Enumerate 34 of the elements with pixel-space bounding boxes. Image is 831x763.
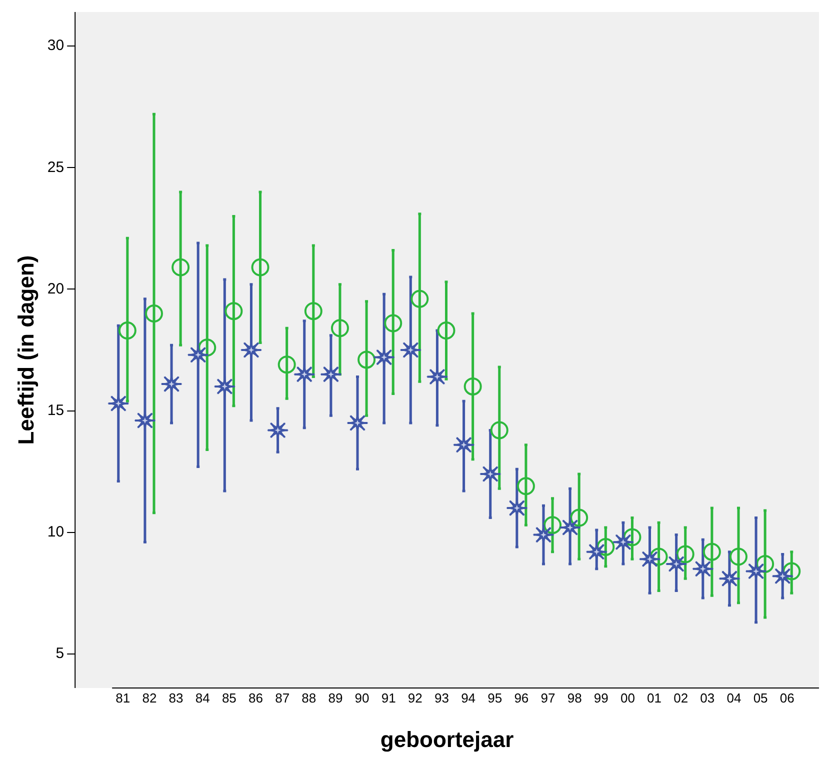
x-tick-label: 85 — [222, 690, 236, 706]
x-tick-label: 90 — [354, 690, 370, 706]
x-tick-label: 99 — [594, 690, 608, 706]
x-tick-label: 84 — [195, 690, 210, 706]
x-tick-label: 91 — [381, 690, 396, 706]
x-tick-label: 98 — [567, 690, 582, 706]
x-tick-label: 95 — [488, 690, 502, 706]
y-tick-label: 25 — [47, 158, 64, 176]
x-tick-label: 03 — [700, 690, 715, 706]
y-axis-title: Leeftijd (in dagen) — [13, 255, 38, 445]
y-tick-label: 30 — [47, 37, 64, 54]
x-tick-label: 93 — [434, 690, 449, 706]
x-tick-label: 92 — [408, 690, 422, 706]
y-tick-label: 5 — [56, 645, 64, 662]
x-tick-label: 87 — [275, 690, 290, 706]
x-tick-label: 88 — [302, 690, 316, 706]
x-tick-label: 83 — [168, 690, 184, 706]
x-tick-label: 01 — [647, 690, 662, 706]
x-tick-label: 96 — [514, 690, 529, 706]
x-tick-label: 94 — [461, 690, 476, 706]
x-tick-label: 97 — [540, 690, 556, 706]
x-tick-label: 81 — [116, 690, 130, 706]
y-tick-label: 10 — [47, 524, 64, 541]
x-tick-label: 05 — [753, 690, 768, 706]
x-tick-label: 04 — [726, 690, 742, 706]
x-tick-label: 86 — [248, 690, 263, 706]
x-tick-label: 02 — [674, 690, 688, 706]
x-tick-label: 06 — [780, 690, 794, 706]
x-tick-label: 82 — [142, 690, 157, 706]
x-tick-label: 89 — [328, 690, 343, 706]
y-tick-label: 15 — [47, 402, 64, 419]
x-axis-title: geboortejaar — [380, 726, 514, 752]
x-tick-label: 00 — [620, 690, 635, 706]
y-tick-label: 20 — [47, 280, 64, 298]
